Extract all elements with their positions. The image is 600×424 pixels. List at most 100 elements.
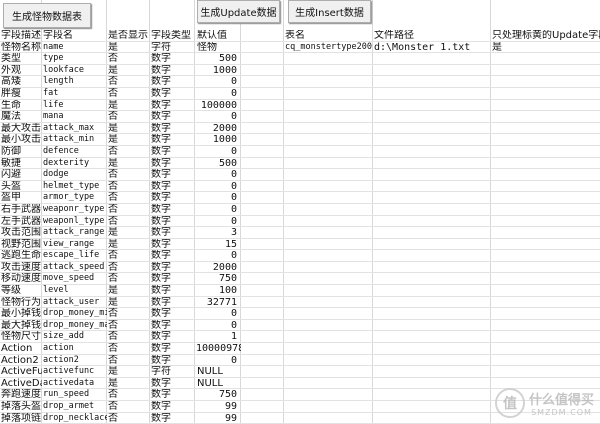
empty-cell[interactable] (491, 343, 600, 354)
field-desc-cell[interactable]: 最小掉钱 (1, 308, 41, 319)
header-only-yellow[interactable]: 只处理标黄的Update字段 (492, 30, 600, 41)
empty-cell[interactable] (491, 366, 600, 377)
empty-cell[interactable] (491, 262, 600, 273)
show-flag-cell[interactable]: 否 (108, 215, 118, 227)
header-type[interactable]: 字段类型 (151, 30, 191, 41)
empty-cell[interactable] (373, 181, 491, 192)
show-flag-cell[interactable]: 是 (108, 377, 118, 389)
empty-cell[interactable] (284, 378, 373, 389)
show-flag-cell[interactable]: 是 (108, 366, 118, 377)
empty-cell[interactable] (491, 239, 600, 250)
field-name-cell[interactable]: type (43, 53, 64, 64)
default-value-cell[interactable]: 0 (230, 308, 237, 319)
default-value-cell[interactable]: 0 (230, 319, 237, 331)
field-type-cell[interactable]: 数字 (151, 412, 171, 424)
empty-cell[interactable] (284, 297, 373, 308)
empty-cell[interactable] (241, 216, 284, 227)
empty-cell[interactable] (241, 192, 284, 203)
show-flag-cell[interactable]: 是 (108, 41, 118, 53)
field-type-cell[interactable]: 字符 (151, 41, 171, 53)
empty-cell[interactable] (241, 250, 284, 261)
empty-cell[interactable] (284, 192, 373, 203)
empty-cell[interactable] (284, 216, 373, 227)
header-table-name[interactable]: 表名 (285, 30, 305, 41)
show-flag-cell[interactable]: 是 (108, 64, 118, 76)
show-flag-cell[interactable]: 否 (108, 412, 118, 424)
empty-cell[interactable] (373, 320, 491, 331)
field-desc-cell[interactable]: 类型 (1, 53, 21, 64)
empty-cell[interactable] (241, 42, 284, 53)
empty-cell[interactable] (373, 204, 491, 215)
field-desc-cell[interactable]: ActiveFur (1, 366, 42, 377)
show-flag-cell[interactable]: 否 (108, 354, 118, 366)
empty-cell[interactable] (241, 401, 284, 412)
field-name-cell[interactable]: action2 (43, 354, 79, 365)
field-desc-cell[interactable]: 逃跑生命 (1, 250, 41, 261)
empty-cell[interactable] (373, 146, 491, 157)
show-flag-cell[interactable]: 否 (108, 192, 118, 203)
show-flag-cell[interactable]: 是 (108, 157, 118, 169)
empty-cell[interactable] (284, 389, 373, 400)
show-flag-cell[interactable]: 是 (108, 134, 118, 145)
field-desc-cell[interactable]: 怪物名称 (1, 41, 41, 53)
field-desc-cell[interactable]: Action (1, 343, 33, 354)
field-type-cell[interactable]: 数字 (151, 215, 171, 227)
header-show[interactable]: 是否显示 (108, 30, 148, 41)
empty-cell[interactable] (284, 169, 373, 180)
default-value-cell[interactable]: 99 (224, 401, 237, 412)
show-flag-cell[interactable]: 否 (108, 111, 118, 122)
empty-cell[interactable] (373, 53, 491, 64)
empty-cell[interactable] (373, 76, 491, 87)
default-value-cell[interactable]: 750 (218, 389, 237, 400)
field-desc-cell[interactable]: 高矮 (1, 76, 21, 87)
generate-insert-button[interactable]: 生成Insert数据 (288, 0, 371, 23)
field-desc-cell[interactable]: 最大掉钱 (1, 319, 41, 331)
empty-cell[interactable] (284, 181, 373, 192)
field-type-cell[interactable]: 数字 (151, 285, 171, 296)
empty-cell[interactable] (373, 343, 491, 354)
empty-cell[interactable] (241, 273, 284, 284)
field-desc-cell[interactable]: 视野范围 (1, 238, 41, 250)
empty-cell[interactable] (491, 181, 600, 192)
field-name-cell[interactable]: size_add (43, 331, 84, 342)
empty-cell[interactable] (284, 134, 373, 145)
empty-cell[interactable] (284, 262, 373, 273)
empty-cell[interactable] (373, 123, 491, 134)
empty-cell[interactable] (491, 297, 600, 308)
empty-cell[interactable] (241, 88, 284, 99)
field-desc-cell[interactable]: 怪物尺寸 (1, 331, 41, 343)
empty-cell[interactable] (491, 378, 600, 389)
show-flag-cell[interactable]: 是 (108, 285, 118, 296)
show-flag-cell[interactable]: 否 (108, 76, 118, 87)
default-value-cell[interactable]: 怪物 (197, 41, 217, 53)
empty-cell[interactable] (491, 308, 600, 319)
empty-cell[interactable] (491, 111, 600, 122)
generate-monster-table-button[interactable]: 生成怪物数据表 (3, 3, 91, 28)
field-type-cell[interactable]: 数字 (151, 111, 171, 122)
empty-cell[interactable] (241, 123, 284, 134)
empty-cell[interactable] (241, 134, 284, 145)
field-desc-cell[interactable]: 等级 (1, 285, 21, 296)
empty-cell[interactable] (373, 401, 491, 412)
empty-cell[interactable] (491, 216, 600, 227)
empty-cell[interactable] (284, 343, 373, 354)
field-desc-cell[interactable]: 魔法 (1, 111, 21, 122)
empty-cell[interactable] (373, 285, 491, 296)
field-type-cell[interactable]: 数字 (151, 87, 171, 99)
file-path-value[interactable]: d:\Monster_1.txt (374, 41, 471, 53)
field-type-cell[interactable]: 数字 (151, 122, 171, 134)
empty-cell[interactable] (373, 88, 491, 99)
default-value-cell[interactable]: 99 (224, 412, 237, 424)
field-desc-cell[interactable]: 奔跑速度 (1, 389, 41, 400)
empty-cell[interactable] (284, 76, 373, 87)
field-type-cell[interactable]: 数字 (151, 134, 171, 145)
field-name-cell[interactable]: action (43, 343, 74, 354)
show-flag-cell[interactable]: 是 (108, 238, 118, 250)
empty-cell[interactable] (284, 53, 373, 64)
show-flag-cell[interactable]: 是 (108, 227, 118, 238)
field-type-cell[interactable]: 数字 (151, 331, 171, 343)
default-value-cell[interactable]: 2000 (212, 261, 237, 273)
empty-cell[interactable] (491, 355, 600, 366)
field-desc-cell[interactable]: 防御 (1, 145, 21, 157)
default-value-cell[interactable]: NULL (197, 366, 223, 377)
